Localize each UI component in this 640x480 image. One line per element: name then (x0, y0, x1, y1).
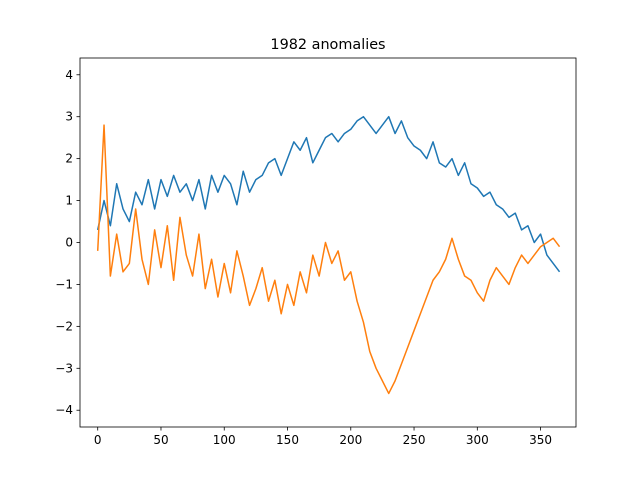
x-tick-label: 150 (276, 433, 299, 447)
y-tick-label: −2 (55, 319, 73, 333)
x-tick-label: 350 (529, 433, 552, 447)
chart-title: 1982 anomalies (270, 37, 385, 53)
series-layer (96, 115, 561, 395)
x-tick-label: 250 (403, 433, 426, 447)
y-tick-label: −4 (55, 403, 73, 417)
series-line-1 (96, 124, 561, 395)
y-tick-label: 1 (65, 194, 73, 208)
y-tick-label: 2 (65, 152, 73, 166)
y-tick-label: 4 (65, 68, 73, 82)
x-tick-label: 300 (466, 433, 489, 447)
x-tick-label: 100 (213, 433, 236, 447)
x-tick-label: 0 (94, 433, 102, 447)
axes-layer: 0 50 100 150 200 250 300 350 −4 −3 −2 −1 0 1 2 3 4 (55, 68, 552, 447)
y-tick-label: 0 (65, 236, 73, 250)
x-tick-label: 200 (339, 433, 362, 447)
y-tick-label: 3 (65, 110, 73, 124)
y-tick-label: −1 (55, 277, 73, 291)
plot-frame (79, 57, 577, 428)
x-tick-label: 50 (153, 433, 168, 447)
y-tick-label: −3 (55, 361, 73, 375)
series-line-0 (96, 115, 561, 273)
